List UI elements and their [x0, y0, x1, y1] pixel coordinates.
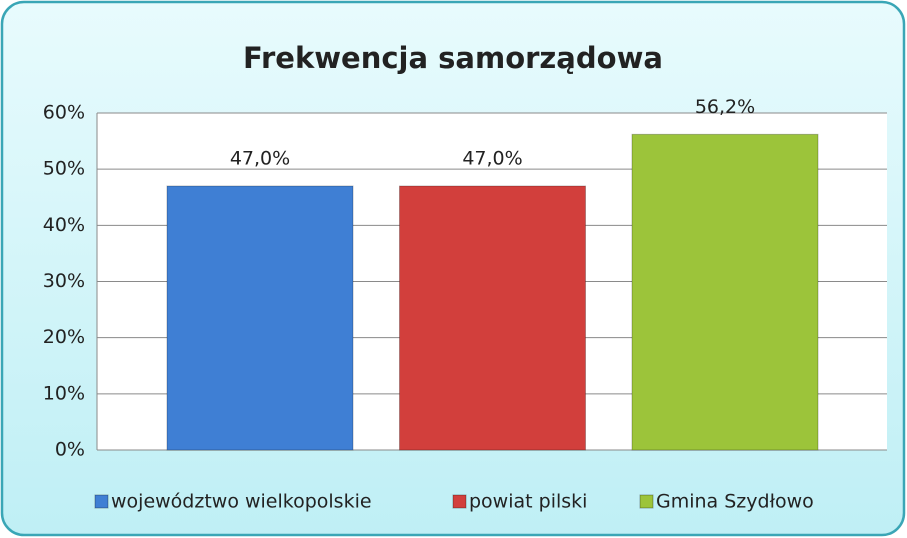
value-label: 47,0%: [462, 148, 522, 170]
y-tick-label: 60%: [43, 102, 85, 124]
y-tick-label: 40%: [43, 214, 85, 236]
legend-label: Gmina Szydłowo: [656, 491, 814, 513]
legend-label: powiat pilski: [469, 491, 587, 513]
y-tick-label: 30%: [43, 270, 85, 292]
legend-swatch: [452, 494, 467, 509]
y-tick-label: 0%: [55, 439, 85, 461]
chart-title: Frekwencja samorządowa: [243, 41, 663, 75]
legend-swatch: [94, 494, 109, 509]
y-tick-label: 10%: [43, 382, 85, 404]
bar: [399, 185, 586, 451]
legend-swatch: [639, 494, 654, 509]
bar: [166, 185, 354, 451]
legend-label: województwo wielkopolskie: [111, 491, 372, 513]
value-label: 47,0%: [230, 148, 290, 170]
y-tick-label: 20%: [43, 326, 85, 348]
y-tick-label: 50%: [43, 158, 85, 180]
bar: [631, 133, 819, 451]
value-label: 56,2%: [695, 96, 755, 118]
